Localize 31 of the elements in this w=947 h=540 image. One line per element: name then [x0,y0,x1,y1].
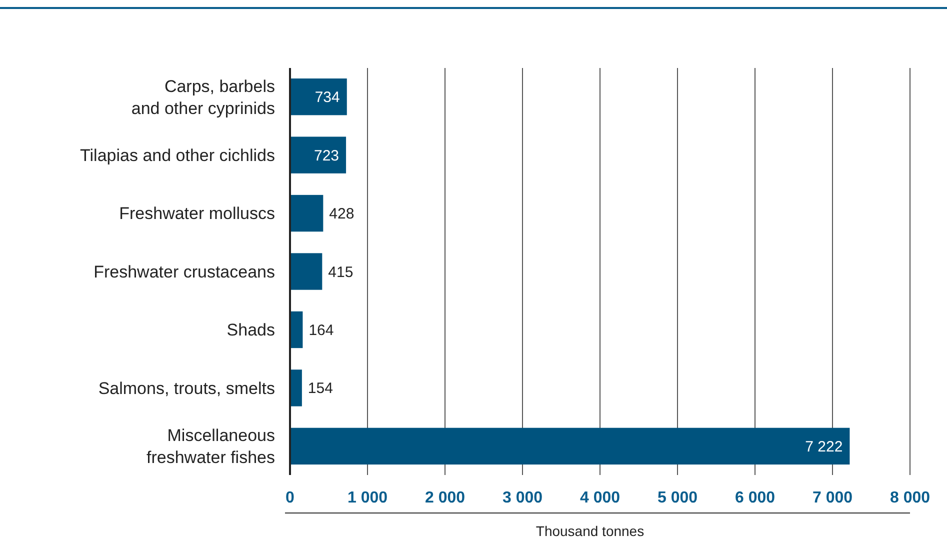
bar [290,253,322,290]
x-tick-label: 0 [286,490,295,507]
y-tick-label: Miscellaneous freshwater fishes [146,426,275,468]
bar [290,428,850,465]
data-label: 734 [314,89,340,106]
x-tick-label: 5 000 [657,490,698,507]
data-label: 154 [308,380,333,398]
x-tick-label: 6 000 [734,490,776,507]
bar [290,136,346,174]
y-tick-label: Freshwater crustaceans [94,262,275,282]
x-tick-label: 4 000 [580,490,620,507]
x-tick-label: 3 000 [502,490,543,507]
data-label: 415 [328,264,354,281]
bar [290,194,324,232]
data-label: 428 [329,206,354,223]
data-label: 164 [308,322,334,339]
y-tick-label: Carps, barbels and other cyprinids [131,76,275,118]
x-tick-label: 1 000 [347,490,388,507]
x-tick-label: 2 000 [424,490,466,507]
y-tick-label: Shads [226,320,275,340]
bar [290,370,302,406]
x-tick-label: 8 000 [890,490,930,507]
bar [290,311,303,348]
x-tick-label: 7 000 [812,490,853,507]
y-tick-label: Salmons, trouts, smelts [98,378,275,398]
data-label: 723 [314,147,340,164]
bar [290,78,347,116]
x-axis-title: Thousand tonnes [536,522,644,539]
y-tick-label: Freshwater molluscs [119,204,275,224]
data-label: 7 222 [805,438,843,456]
y-tick-label: Tilapias and other cichlids [80,146,275,165]
